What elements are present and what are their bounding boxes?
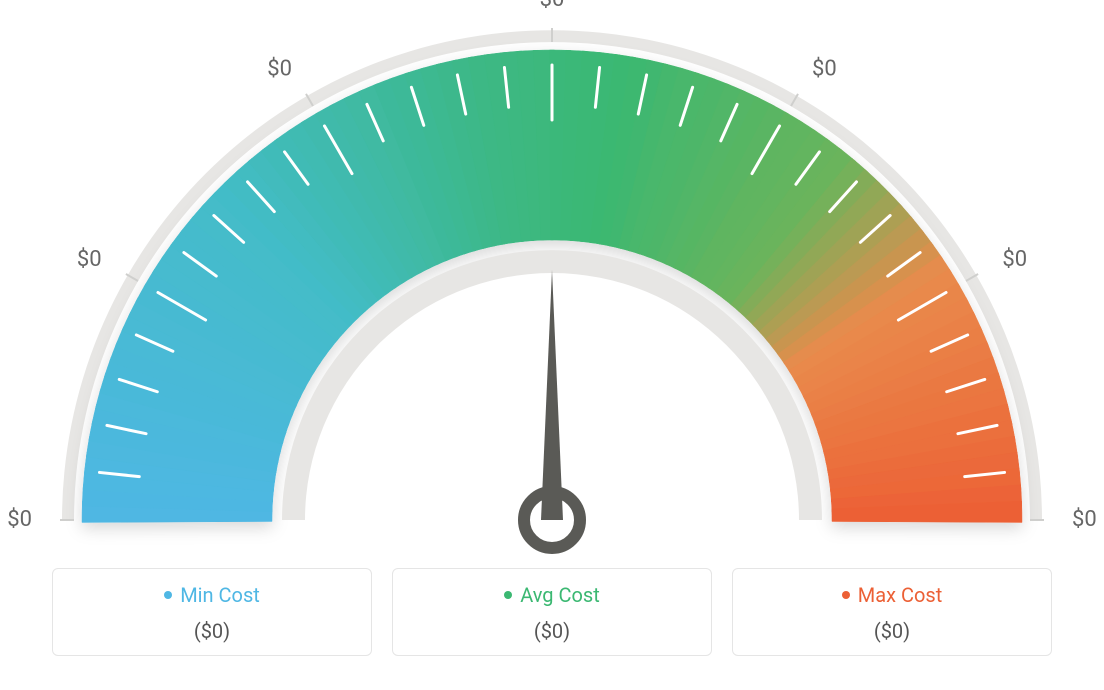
legend-value: ($0): [63, 619, 361, 643]
legend-row: Min Cost ($0) Avg Cost ($0) Max Cost ($0): [0, 568, 1104, 656]
gauge-svg: $0 $0 $0 $0 $0 $0 $0: [0, 0, 1104, 560]
legend-dot-icon: [504, 591, 512, 599]
legend-card-max-cost: Max Cost ($0): [732, 568, 1052, 656]
legend-label: Max Cost: [858, 583, 943, 607]
legend-title: Max Cost: [842, 583, 943, 607]
gauge-tick-label: $0: [267, 56, 292, 81]
legend-value: ($0): [403, 619, 701, 643]
legend-label: Min Cost: [180, 583, 260, 607]
gauge-tick-label: $0: [77, 247, 102, 272]
gauge-tick-label: $0: [812, 56, 837, 81]
legend-title: Avg Cost: [504, 583, 600, 607]
legend-dot-icon: [842, 591, 850, 599]
gauge-tick-label: $0: [540, 0, 565, 12]
legend-value: ($0): [743, 619, 1041, 643]
legend-card-avg-cost: Avg Cost ($0): [392, 568, 712, 656]
legend-title: Min Cost: [164, 583, 260, 607]
gauge-needle: [541, 270, 563, 520]
legend-label: Avg Cost: [520, 583, 600, 607]
gauge-chart: $0 $0 $0 $0 $0 $0 $0: [0, 0, 1104, 560]
gauge-tick-label: $0: [7, 507, 32, 532]
legend-dot-icon: [164, 591, 172, 599]
legend-card-min-cost: Min Cost ($0): [52, 568, 372, 656]
gauge-tick-label: $0: [1002, 247, 1027, 272]
gauge-tick-label: $0: [1072, 507, 1097, 532]
